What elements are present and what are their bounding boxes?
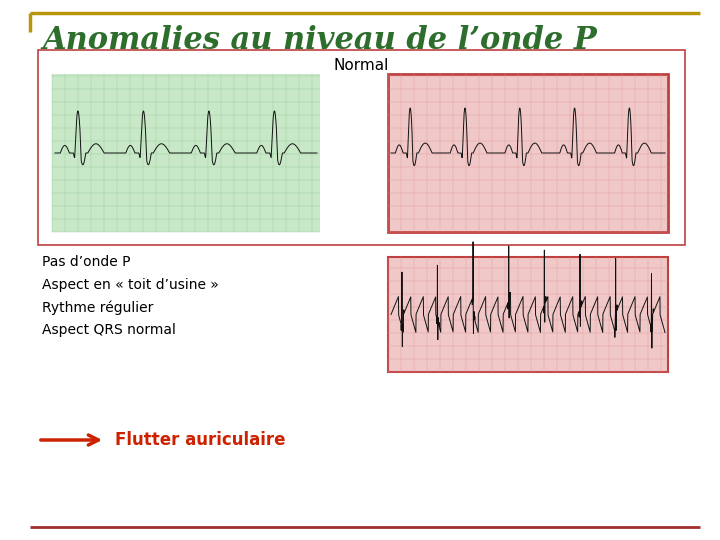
- Text: Pas d’onde P: Pas d’onde P: [42, 255, 130, 269]
- Text: Flutter auriculaire: Flutter auriculaire: [115, 431, 286, 449]
- Bar: [388, 257, 668, 372]
- Bar: [38, 50, 685, 245]
- Text: Normal: Normal: [334, 58, 390, 73]
- Text: Rythme régulier: Rythme régulier: [42, 301, 153, 315]
- Bar: [388, 74, 668, 232]
- Text: Anomalies au niveau de l’onde P: Anomalies au niveau de l’onde P: [42, 25, 597, 56]
- Text: Aspect QRS normal: Aspect QRS normal: [42, 323, 176, 337]
- Text: Aspect en « toit d’usine »: Aspect en « toit d’usine »: [42, 278, 219, 292]
- Bar: [52, 74, 320, 232]
